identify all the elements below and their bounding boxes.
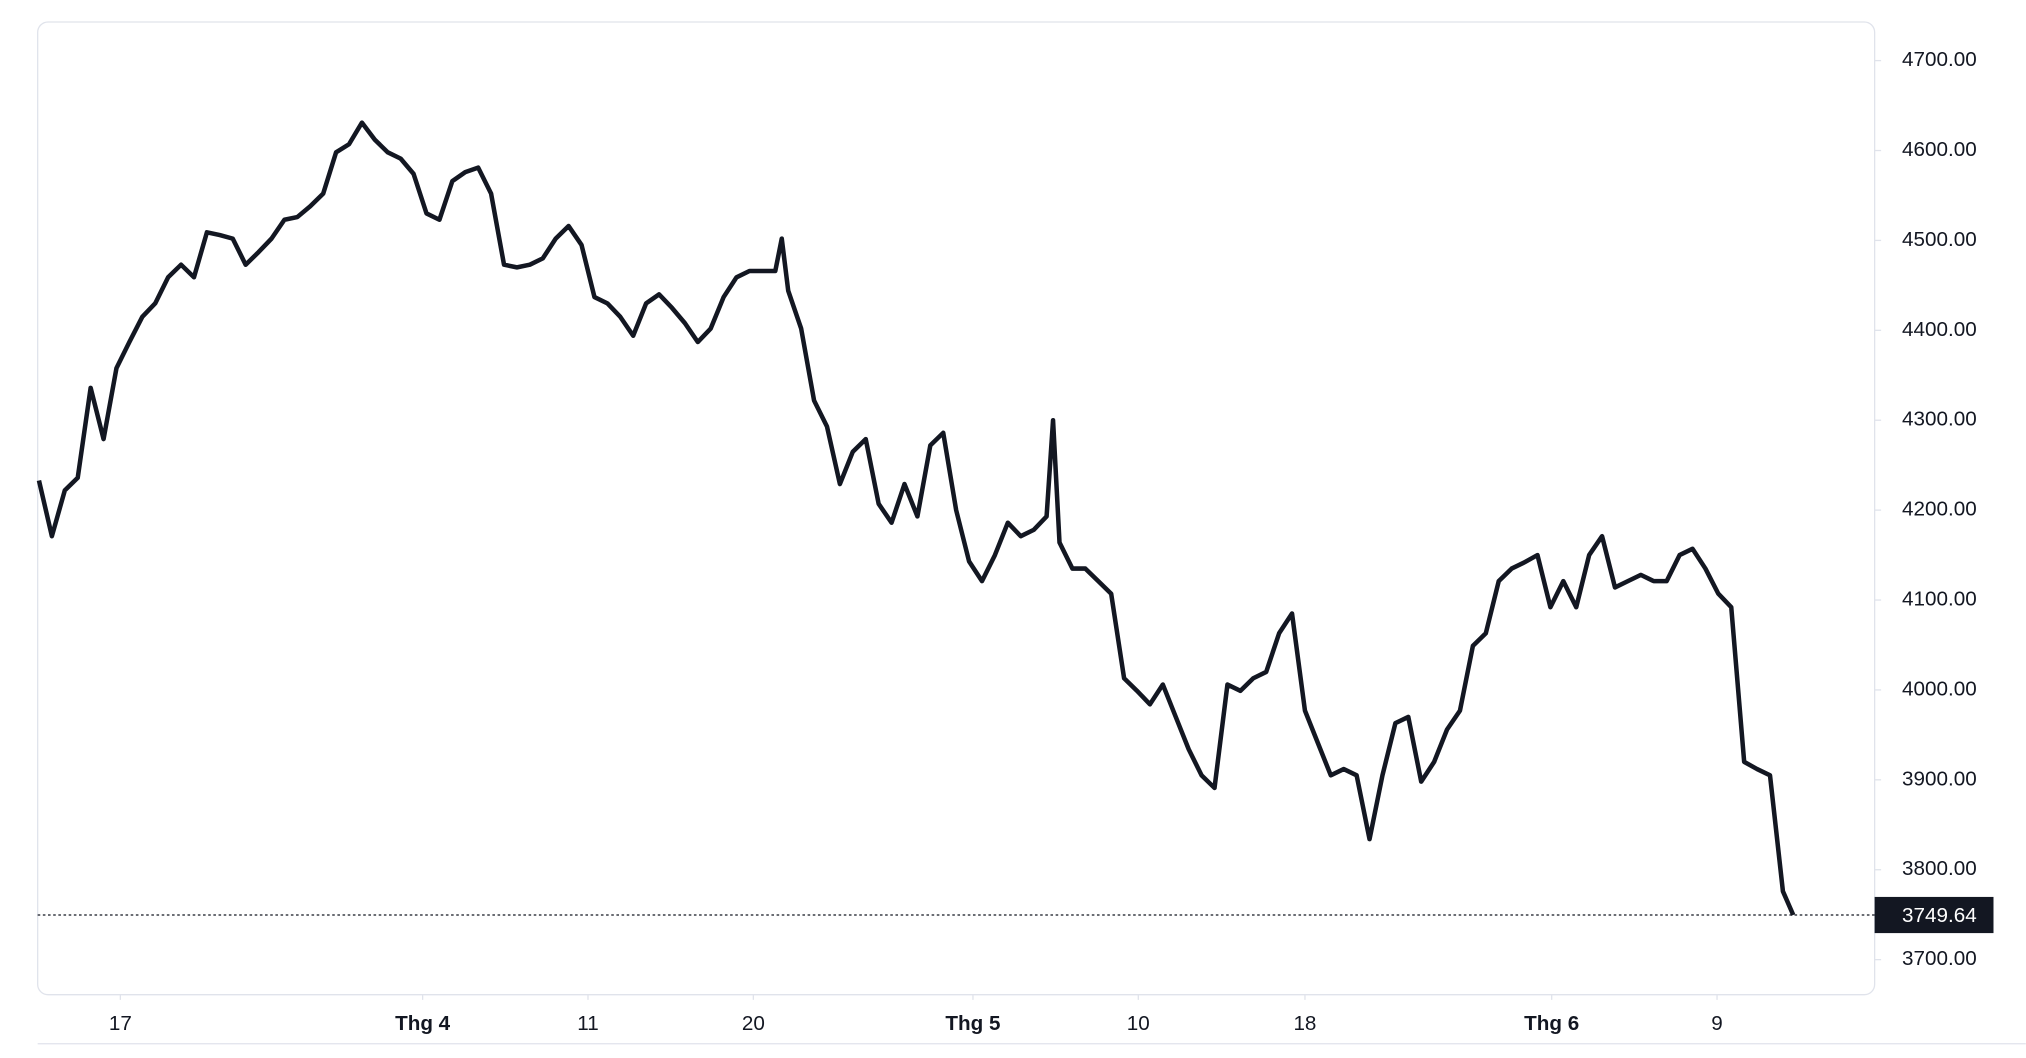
y-tick-label: 3800.00	[1902, 857, 1977, 880]
layer: 3700.00 3800.00 3900.00 4000.00 4100.00 4200.…	[36, 48, 1994, 1035]
last-price-label: 3749.64	[1902, 904, 1977, 927]
price-line	[36, 120, 1796, 916]
frame-mask	[0, 994, 38, 1058]
y-tick-label: 4400.00	[1902, 318, 1977, 341]
x-tick-label: Thg 4	[395, 1012, 451, 1035]
x-tick-label: 10	[1127, 1012, 1150, 1035]
y-tick-label: 4000.00	[1902, 677, 1977, 700]
y-tick-label: 3700.00	[1902, 947, 1977, 970]
y-tick-label: 4600.00	[1902, 138, 1977, 161]
x-tick-label: Thg 6	[1524, 1012, 1579, 1035]
y-tick-label: 4500.00	[1902, 228, 1977, 251]
y-tick-label: 4700.00	[1902, 48, 1977, 71]
x-tick-label: 20	[742, 1012, 765, 1035]
x-tick-label: Thg 5	[945, 1012, 1000, 1035]
y-tick-label: 4200.00	[1902, 498, 1977, 521]
y-tick-label: 3900.00	[1902, 767, 1977, 790]
x-tick-label: 9	[1711, 1012, 1723, 1035]
x-tick-label: 11	[577, 1012, 598, 1035]
last-price-badge	[1874, 896, 1994, 934]
x-tick-label: 17	[109, 1012, 132, 1035]
y-tick-label: 4300.00	[1902, 408, 1977, 431]
x-tick-label: 18	[1293, 1012, 1316, 1035]
y-tick-label: 4100.00	[1902, 587, 1977, 610]
